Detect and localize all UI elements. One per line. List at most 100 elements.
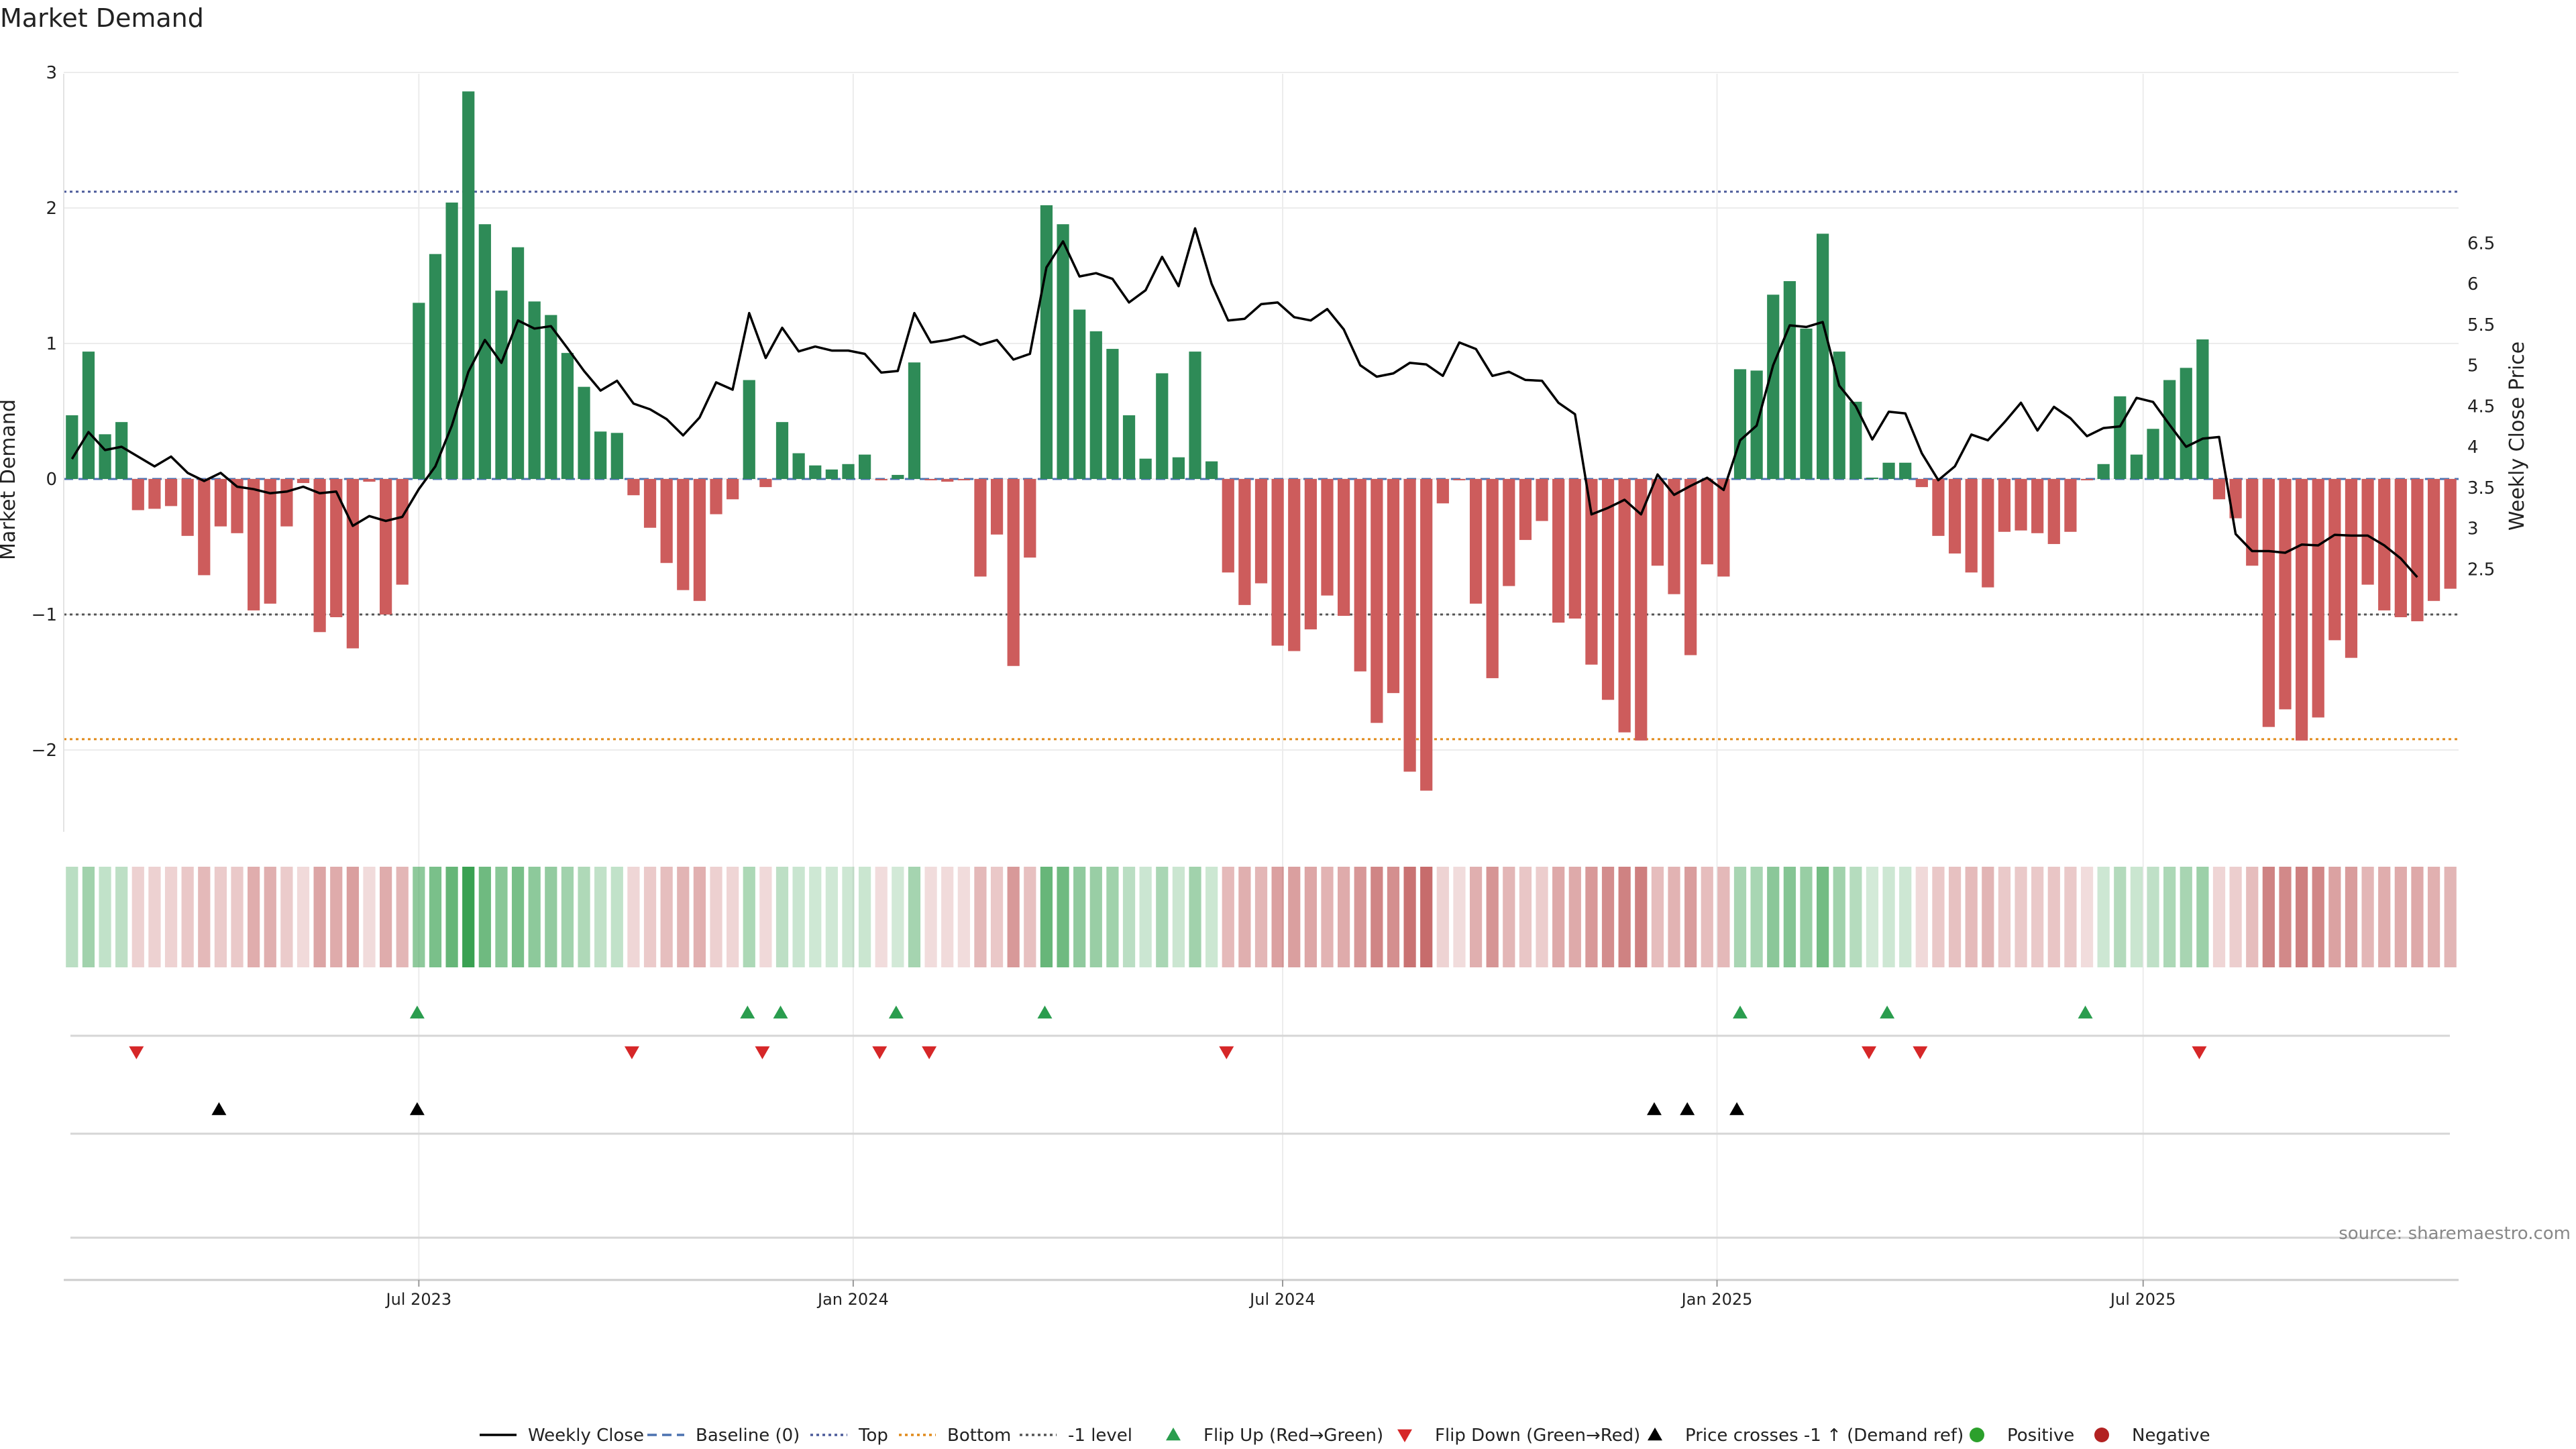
legend-label: Weekly Close (528, 1426, 644, 1446)
legend-item: Flip Up (Red→Green) (1166, 1426, 1383, 1446)
grid-lines (64, 72, 2459, 1281)
y-tick-label: 0 (46, 470, 57, 490)
heat-cell (792, 867, 805, 967)
heat-cell (1965, 867, 1978, 967)
demand-bar (1254, 479, 1268, 584)
demand-bar (2031, 479, 2044, 533)
demand-bar (1899, 462, 1912, 479)
heat-cell (2345, 867, 2358, 967)
heat-cell (660, 867, 673, 967)
heat-cell (974, 867, 987, 967)
demand-bar (727, 479, 739, 500)
demand-bar (1156, 373, 1169, 479)
demand-bar (1585, 479, 1598, 665)
legend-label: Flip Down (Green→Red) (1435, 1426, 1640, 1446)
y2-tick-label: 4.5 (2467, 396, 2495, 417)
demand-bar (1519, 479, 1532, 540)
demand-bar (1189, 352, 1201, 479)
heat-cell (1503, 867, 1515, 967)
demand-bar (1288, 479, 1301, 651)
heat-cell (545, 867, 557, 967)
axes: −2 −1 0 1 2 3 2.5 3 3.5 4 4.5 5 5.5 6 6.5 Jul 2023 Jan 2… (32, 63, 2496, 1309)
demand-bar (578, 386, 590, 479)
demand-bar (1436, 479, 1449, 504)
heat-cell (578, 867, 590, 967)
x-tick-label: Jan 2024 (816, 1290, 889, 1309)
heat-cell (2196, 867, 2209, 967)
heat-cell (1816, 867, 1829, 967)
demand-bar (511, 247, 525, 479)
demand-bar (2262, 479, 2275, 727)
heat-cell (1122, 867, 1136, 967)
flip-down-marker (872, 1046, 888, 1059)
demand-bar (1717, 479, 1730, 577)
demand-bar (2328, 479, 2341, 641)
flip-down-marker (922, 1046, 937, 1059)
demand-bar (1651, 479, 1664, 566)
heat-cell (858, 867, 871, 967)
heat-cell (1601, 867, 1615, 967)
demand-bar (330, 479, 343, 618)
demand-bar (2427, 479, 2440, 601)
demand-bar (643, 479, 657, 528)
demand-bar (1007, 479, 1020, 666)
demand-bar (561, 353, 574, 479)
heat-cell (1189, 867, 1201, 967)
heat-cell (1536, 867, 1548, 967)
y2-tick-label: 5.5 (2467, 315, 2495, 335)
heat-cell (2411, 867, 2424, 967)
heat-cell (346, 867, 359, 967)
legend-item: Weekly Close (480, 1426, 644, 1446)
demand-bar (1998, 479, 2011, 532)
heat-cell (2064, 867, 2077, 967)
demand-bar (2246, 479, 2259, 566)
heat-cell (1866, 867, 1879, 967)
heat-cell (148, 867, 161, 967)
demand-bar (974, 479, 987, 577)
demand-bar (2047, 479, 2060, 544)
heat-cell (1403, 867, 1416, 967)
demand-bar (1932, 479, 1945, 536)
demand-bar (1371, 479, 1383, 723)
flip-up-marker (1733, 1006, 1748, 1019)
demand-bar (2444, 479, 2457, 589)
demand-bar (495, 290, 508, 479)
demand-bar (2080, 479, 2094, 481)
legend-swatch (1970, 1428, 1984, 1442)
demand-bar (842, 464, 855, 479)
demand-bar (743, 380, 755, 479)
demand-bar (1635, 479, 1648, 741)
price-line (70, 227, 2418, 578)
demand-bar (1106, 349, 1119, 479)
heat-cell (1222, 867, 1234, 967)
heat-cell (2130, 867, 2143, 967)
heat-cell (1271, 867, 1284, 967)
heat-cell (1007, 867, 1020, 967)
demand-bar (660, 479, 673, 564)
demand-bar (1965, 479, 1978, 573)
heat-cell (1420, 867, 1433, 967)
demand-bar (2015, 479, 2027, 531)
heat-cell (2279, 867, 2292, 967)
legend-item: Negative (2094, 1426, 2210, 1446)
demand-bar (396, 479, 409, 585)
heat-cell (2262, 867, 2275, 967)
heat-cell (1618, 867, 1631, 967)
demand-bar (66, 415, 78, 479)
heat-cell (1684, 867, 1697, 967)
heat-cell (759, 867, 772, 967)
x-tick-label: Jul 2025 (2109, 1290, 2176, 1309)
demand-bar (693, 479, 706, 601)
heat-cell (875, 867, 888, 967)
price-series (70, 227, 2418, 578)
price-cross-marker (1729, 1102, 1745, 1116)
heat-cell (775, 867, 789, 967)
heat-cell (1040, 867, 1053, 967)
heat-cell (1899, 867, 1912, 967)
legend-swatch (1648, 1428, 1662, 1441)
heat-cell (1882, 867, 1895, 967)
y-tick-label: 3 (46, 63, 57, 83)
heat-cell (1172, 867, 1185, 967)
demand-bar (1486, 479, 1499, 678)
heat-cell (214, 867, 227, 967)
